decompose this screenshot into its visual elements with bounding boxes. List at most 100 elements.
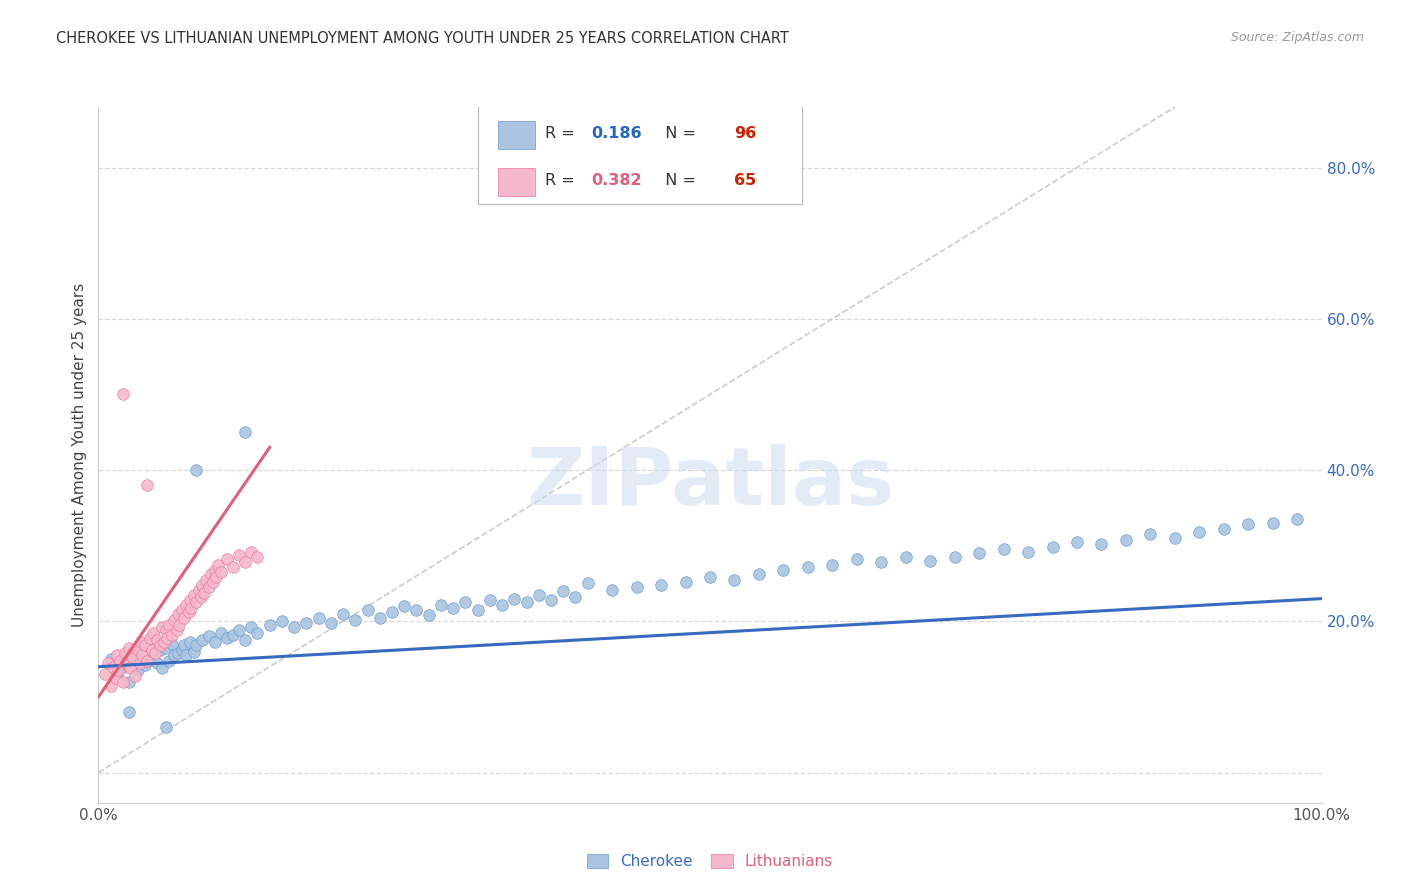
Point — [222, 628, 245, 642]
Point — [1212, 522, 1234, 536]
Point — [120, 661, 142, 675]
Point — [626, 580, 648, 594]
Point — [155, 720, 177, 734]
Point — [1017, 545, 1039, 559]
Point — [204, 563, 226, 577]
Point — [173, 639, 195, 653]
Point — [127, 664, 149, 678]
Point — [121, 650, 143, 665]
Point — [134, 639, 156, 653]
Point — [209, 625, 232, 640]
Text: ZIPatlas: ZIPatlas — [526, 443, 894, 522]
Point — [166, 624, 188, 638]
Point — [117, 658, 139, 673]
Point — [136, 654, 159, 668]
Point — [170, 603, 193, 617]
Point — [553, 584, 575, 599]
Point — [104, 671, 127, 685]
Point — [167, 646, 190, 660]
Point — [142, 646, 165, 660]
Point — [167, 607, 190, 621]
Point — [259, 618, 281, 632]
Point — [650, 578, 672, 592]
Point — [204, 635, 226, 649]
Point — [136, 654, 159, 668]
Point — [405, 603, 427, 617]
Point — [209, 565, 232, 579]
Point — [97, 656, 120, 670]
Point — [1139, 527, 1161, 541]
Point — [146, 656, 169, 670]
Point — [124, 648, 146, 663]
Point — [142, 625, 165, 640]
Point — [179, 635, 201, 649]
Point — [124, 669, 146, 683]
Point — [187, 582, 209, 597]
Point — [600, 582, 623, 597]
Point — [105, 667, 128, 681]
FancyBboxPatch shape — [478, 103, 801, 204]
Point — [319, 615, 342, 630]
Point — [503, 591, 526, 606]
Point — [527, 588, 550, 602]
Point — [1188, 524, 1211, 539]
Point — [110, 654, 132, 668]
Text: Source: ZipAtlas.com: Source: ZipAtlas.com — [1230, 31, 1364, 45]
Text: R =: R = — [546, 173, 579, 188]
Point — [430, 598, 453, 612]
Point — [143, 646, 166, 660]
Point — [1286, 512, 1309, 526]
Point — [202, 574, 225, 589]
Point — [467, 603, 489, 617]
Point — [93, 667, 115, 681]
Point — [675, 574, 697, 589]
Point — [149, 643, 172, 657]
Point — [118, 705, 141, 719]
Point — [150, 661, 173, 675]
Point — [139, 631, 162, 645]
Point — [180, 600, 202, 615]
Point — [155, 640, 177, 655]
Y-axis label: Unemployment Among Youth under 25 years: Unemployment Among Youth under 25 years — [72, 283, 87, 627]
Point — [129, 644, 152, 658]
Point — [157, 654, 180, 668]
Point — [200, 567, 222, 582]
Point — [699, 570, 721, 584]
Point — [156, 631, 179, 645]
Point — [153, 635, 176, 649]
Point — [943, 549, 966, 564]
Point — [183, 644, 205, 658]
Point — [179, 593, 201, 607]
Point — [515, 595, 537, 609]
Point — [233, 555, 256, 569]
Text: N =: N = — [655, 173, 702, 188]
Point — [111, 387, 134, 401]
Point — [1261, 516, 1284, 530]
Point — [197, 629, 219, 643]
Point — [845, 552, 868, 566]
Point — [100, 679, 122, 693]
Point — [564, 590, 586, 604]
Point — [240, 620, 263, 634]
Point — [772, 563, 794, 577]
Point — [118, 674, 141, 689]
Point — [748, 567, 770, 582]
Point — [381, 605, 404, 619]
Point — [129, 656, 152, 670]
Point — [176, 598, 198, 612]
Point — [228, 548, 250, 562]
Point — [993, 542, 1015, 557]
Point — [173, 610, 195, 624]
Point — [186, 595, 208, 609]
Point — [146, 633, 169, 648]
Point — [797, 559, 820, 574]
Point — [193, 585, 215, 599]
Point — [107, 664, 129, 678]
Point — [136, 478, 159, 492]
Point — [129, 635, 152, 649]
Point — [233, 425, 256, 440]
Point — [195, 573, 218, 587]
Point — [157, 618, 180, 632]
Point — [418, 608, 440, 623]
Point — [222, 559, 245, 574]
